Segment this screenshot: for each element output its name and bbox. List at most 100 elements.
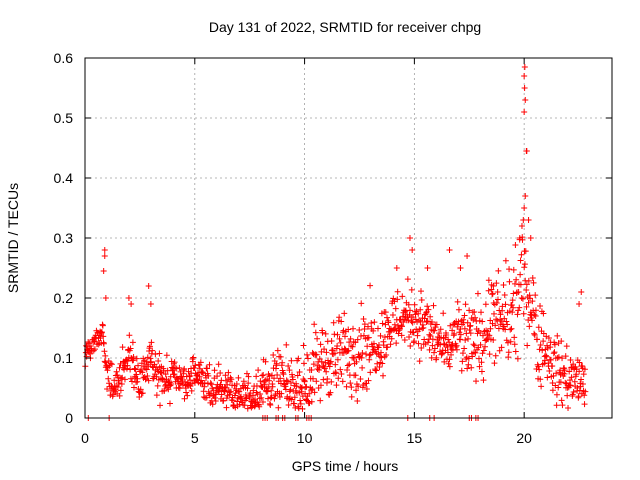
data-point: [494, 296, 501, 303]
data-point: [418, 297, 425, 304]
data-point: [356, 327, 363, 334]
data-point: [388, 327, 395, 334]
data-point: [393, 265, 400, 271]
data-point: [146, 343, 153, 350]
data-point: [347, 335, 354, 342]
data-point: [148, 339, 155, 346]
data-point: [378, 354, 385, 361]
data-point: [373, 367, 380, 374]
data-point: [559, 355, 566, 362]
data-point: [502, 301, 509, 308]
data-point: [540, 338, 547, 345]
data-point: [576, 359, 583, 366]
data-point: [495, 267, 502, 274]
data-point: [321, 365, 328, 372]
data-point: [133, 371, 140, 378]
data-point: [129, 339, 136, 346]
data-point: [116, 392, 123, 399]
data-point: [200, 388, 207, 395]
data-point: [502, 257, 509, 264]
data-point: [319, 329, 326, 336]
data-point: [491, 360, 498, 367]
data-point: [383, 352, 390, 359]
data-point: [191, 364, 198, 371]
data-point: [309, 386, 316, 393]
data-point: [449, 341, 456, 348]
data-point: [145, 377, 152, 384]
data-point: [218, 391, 225, 398]
data-point: [285, 401, 292, 408]
data-point: [473, 378, 480, 385]
data-point: [471, 342, 478, 349]
data-point: [390, 295, 397, 302]
data-point: [431, 327, 438, 334]
data-point: [295, 405, 302, 412]
data-point: [419, 325, 426, 332]
data-point: [485, 287, 492, 294]
data-point: [541, 357, 548, 364]
data-point: [455, 306, 462, 313]
data-point: [291, 394, 298, 401]
data-point: [152, 351, 159, 358]
data-point: [346, 361, 353, 368]
data-point: [157, 402, 164, 409]
data-point: [227, 388, 234, 395]
data-point: [101, 253, 108, 259]
data-point: [510, 266, 517, 273]
data-point: [250, 387, 257, 394]
data-point: [402, 308, 409, 315]
data-point: [321, 346, 328, 353]
data-point: [176, 364, 183, 371]
data-point: [470, 341, 477, 348]
data-point: [345, 326, 352, 333]
data-point: [513, 276, 520, 283]
x-axis-title: GPS time / hours: [292, 458, 399, 474]
data-point: [558, 397, 565, 404]
data-point: [487, 325, 494, 332]
data-point: [493, 280, 500, 287]
data-point: [484, 328, 491, 335]
data-point: [530, 279, 537, 286]
data-point: [126, 332, 133, 339]
data-point: [265, 395, 272, 402]
data-point: [317, 397, 324, 404]
data-point: [165, 386, 172, 393]
data-point: [388, 335, 395, 342]
data-point: [278, 390, 285, 397]
data-point: [303, 383, 310, 390]
data-point: [222, 372, 229, 379]
data-point: [371, 319, 378, 326]
data-point: [504, 321, 511, 328]
data-point: [333, 370, 340, 377]
data-point: [291, 400, 298, 407]
data-point: [331, 350, 338, 357]
data-point: [243, 370, 250, 377]
data-point: [553, 402, 560, 409]
data-point: [431, 345, 438, 352]
data-point: [482, 343, 489, 350]
data-point: [490, 336, 497, 343]
data-point: [327, 359, 334, 366]
axes: 0 0.1 0.2 0.3 0.4 0.5 0.6 0 5 10 15 20: [54, 50, 612, 446]
data-point: [157, 369, 164, 376]
data-point: [408, 286, 415, 293]
data-point: [424, 303, 431, 310]
data-point: [497, 316, 504, 323]
data-point: [546, 368, 553, 375]
data-point: [334, 342, 341, 349]
data-point: [579, 381, 586, 388]
data-point: [532, 312, 539, 319]
data-point: [472, 314, 479, 321]
data-point: [464, 253, 471, 259]
data-point: [235, 374, 242, 381]
data-point: [317, 341, 324, 348]
data-point: [308, 367, 315, 374]
data-point: [479, 318, 486, 325]
data-point: [217, 369, 224, 376]
data-point: [102, 352, 109, 359]
data-point: [357, 375, 364, 382]
data-point: [520, 310, 527, 317]
data-point: [445, 336, 452, 343]
x-tick-label: 15: [407, 430, 423, 446]
data-point: [374, 360, 381, 367]
